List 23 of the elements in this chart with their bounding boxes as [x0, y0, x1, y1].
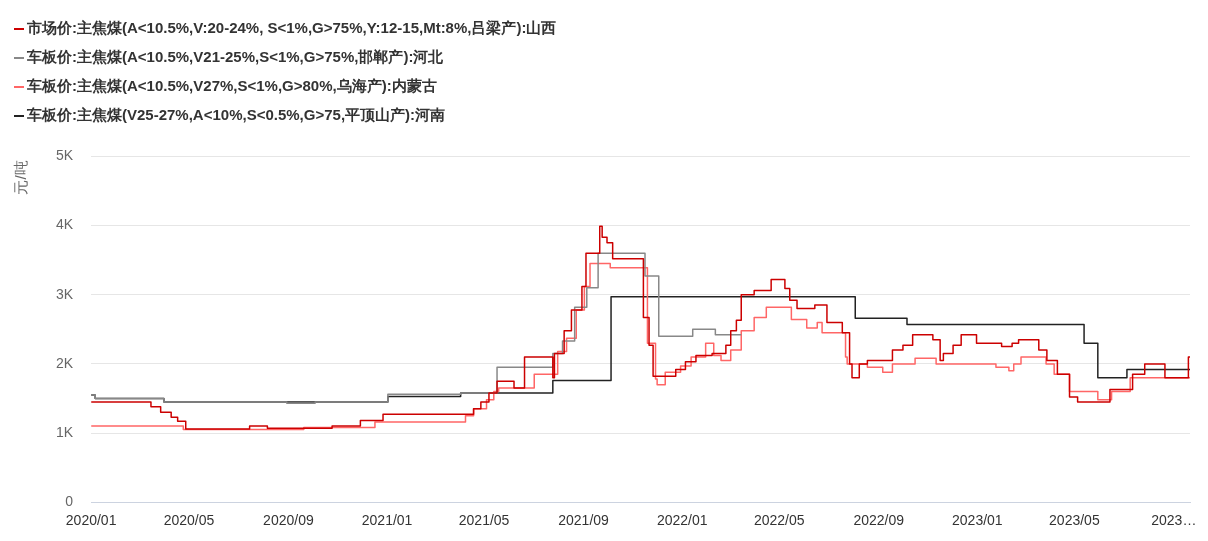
legend-label: 车板价:主焦煤(V25-27%,A<10%,S<0.5%,G>75,平顶山产):河南 [27, 106, 446, 125]
x-tick-label: 2023/05 [1049, 512, 1100, 529]
y-tick-label: 1K [56, 423, 74, 440]
legend-label: 车板价:主焦煤(A<10.5%,V21-25%,S<1%,G>75%,邯郸产):河北 [27, 48, 444, 67]
x-tick-label: 2022/01 [656, 512, 708, 529]
legend-label: 市场价:主焦煤(A<10.5%,V:20-24%, S<1%,G>75%,Y:12-15,Mt:8%,吕梁产):山西 [27, 19, 557, 38]
y-axis-title: 元/吨 [11, 160, 30, 195]
x-tick-label: 2023/01 [952, 512, 1003, 529]
y-tick-label: 3K [56, 285, 74, 302]
x-tick-label: 2021/09 [558, 512, 610, 529]
x-tick-label: 2022/09 [853, 512, 905, 529]
x-tick-label: 2023… [1151, 512, 1197, 529]
x-tick-label: 2022/05 [753, 512, 805, 529]
y-tick-label: 2K [56, 354, 74, 371]
y-tick-label: 4K [56, 216, 74, 233]
x-tick-label: 2021/01 [361, 512, 413, 529]
y-tick-label: 0 [65, 493, 74, 510]
x-tick-label: 2020/09 [263, 512, 314, 529]
legend-label: 车板价:主焦煤(A<10.5%,V27%,S<1%,G>80%,乌海产):内蒙古 [27, 77, 437, 96]
x-tick-label: 2021/05 [458, 512, 510, 529]
x-tick-label: 2020/05 [163, 512, 215, 529]
x-tick-label: 2020/01 [65, 512, 117, 529]
y-tick-label: 5K [56, 147, 74, 164]
